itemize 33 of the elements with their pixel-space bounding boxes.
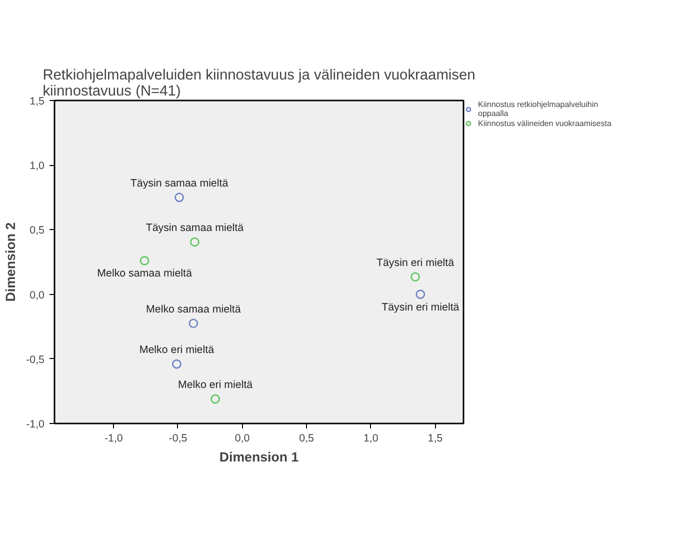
x-tick-label: -1,0	[104, 432, 123, 444]
legend-label: Kiinnostus retkiohjelmapalveluihin oppaalla	[478, 100, 598, 118]
annotation: Melko samaa mieltä	[97, 268, 192, 280]
annotation: Täysin eri mieltä	[376, 256, 454, 269]
point	[210, 394, 220, 404]
y-tick-label: 0,0	[30, 289, 45, 302]
annotation: Täysin samaa mieltä	[146, 222, 244, 234]
chart-title: Retkiohjelmapalveluiden kiinnostavuus ja välineiden vuokraamisen kiinnostavuus (N=41)	[42, 68, 476, 100]
legend-label: Kiinnostus välineiden vuokraamisesta	[478, 118, 612, 128]
y-tick-label: 1,5	[30, 96, 45, 108]
x-tick-label: -0,5	[168, 432, 188, 444]
x-axis-title: Dimension 1	[219, 450, 300, 464]
y-tick-label: -0,5	[26, 354, 45, 366]
x-tick-label: 1,0	[363, 432, 378, 444]
point	[172, 359, 182, 369]
annotation: Melko samaa mieltä	[146, 303, 241, 316]
point	[174, 192, 184, 202]
annotation: Melko eri mieltä	[139, 344, 214, 356]
point	[188, 318, 198, 328]
x-tick-label: 0,5	[299, 432, 314, 444]
annotation: Täysin eri mieltä	[382, 301, 460, 314]
point	[416, 290, 426, 299]
y-tick-label: 1,0	[30, 160, 45, 172]
annotation: Melko eri mieltä	[178, 378, 253, 391]
y-tick-label: 0,5	[30, 224, 45, 237]
point	[410, 272, 420, 282]
y-axis-title: Dimension 2	[3, 222, 18, 302]
annotation: Täysin samaa mieltä	[130, 177, 228, 190]
x-tick-label: 1,5	[428, 432, 443, 444]
y-tick-label: -1,0	[26, 418, 45, 430]
point	[190, 237, 200, 247]
x-tick-label: 0,0	[234, 432, 250, 444]
point	[140, 256, 150, 266]
